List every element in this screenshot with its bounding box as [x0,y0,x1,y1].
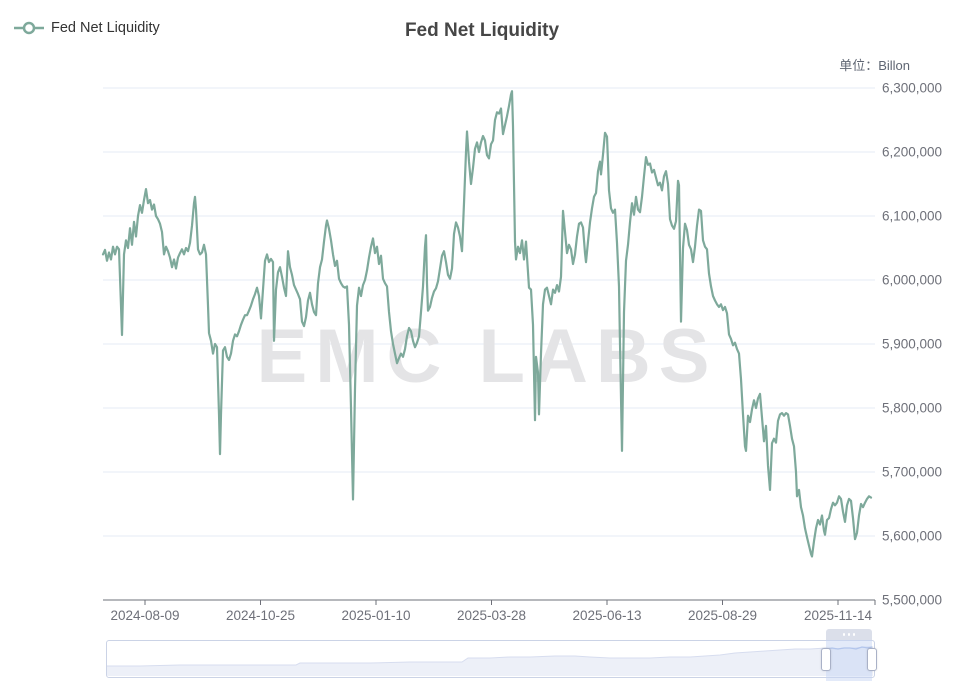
x-axis-label: 2025-11-14 [804,608,873,623]
x-axis-label: 2024-10-25 [226,608,295,623]
x-axis-label: 2025-08-29 [688,608,757,623]
legend-line-icon [14,21,44,35]
y-axis-label: 5,600,000 [882,529,942,544]
y-axis-label: 6,100,000 [882,209,942,224]
move-handle-dot [853,633,855,636]
y-axis-label: 5,900,000 [882,337,942,352]
datazoom-selected-window[interactable] [826,637,872,681]
x-axis-label: 2025-03-28 [457,608,526,623]
datazoom-slider-track[interactable] [106,640,875,678]
y-axis-label: 6,200,000 [882,145,942,160]
move-handle-dot [848,633,850,636]
slider-preview-area [107,647,873,676]
x-axis-label: 2024-08-09 [110,608,179,623]
x-axis-label: 2025-06-13 [572,608,641,623]
y-axis-label: 6,300,000 [882,81,942,96]
datazoom-right-handle[interactable] [867,648,877,671]
slider-preview-outline [107,646,873,667]
datazoom-preview [107,646,873,676]
y-axis-label: 5,500,000 [882,593,942,608]
legend-label: Fed Net Liquidity [51,20,160,36]
page-title: Fed Net Liquidity [404,20,560,41]
unit-label: 单位：Billon [839,58,910,73]
datazoom-left-handle[interactable] [821,648,831,671]
y-axis-label: 6,000,000 [882,273,942,288]
legend-item-fed-net-liquidity[interactable]: Fed Net Liquidity [14,20,160,36]
watermark-text: EMC LABS [257,314,718,399]
y-axis-label: 5,700,000 [882,465,942,480]
x-axis-label: 2025-01-10 [341,608,410,623]
y-axis-label: 5,800,000 [882,401,942,416]
move-handle-dot [843,633,845,636]
series-line[interactable] [101,90,873,558]
datazoom-move-handle[interactable] [826,629,872,640]
